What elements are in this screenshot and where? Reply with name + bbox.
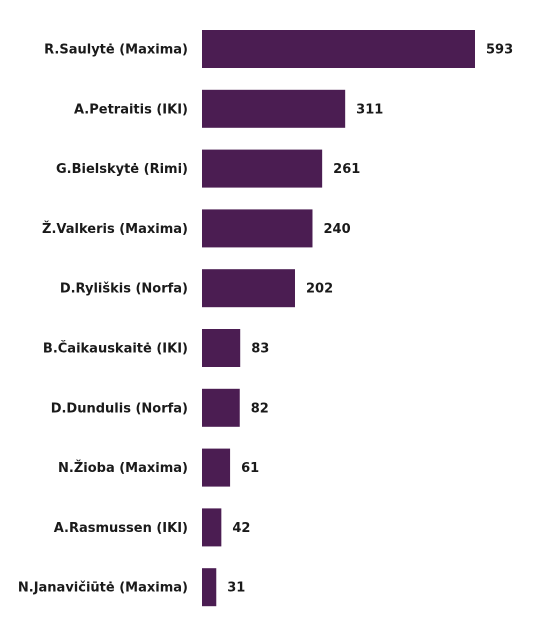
category-label: G.Bielskytė (Rimi) [56, 162, 188, 177]
value-label: 593 [486, 43, 513, 58]
value-label: 202 [306, 282, 333, 297]
bar-row: D.Ryliškis (Norfa) 202 [60, 269, 333, 308]
category-label: R.Saulytė (Maxima) [44, 43, 188, 58]
value-label: 61 [241, 461, 259, 476]
bar [202, 89, 346, 128]
bar [202, 388, 240, 427]
value-label: 240 [323, 222, 350, 237]
bar-row: N.Janavičiūtė (Maxima) 31 [18, 568, 245, 607]
bar [202, 269, 295, 308]
bar [202, 329, 241, 367]
bar [202, 568, 217, 607]
category-label: B.Čaikauskaitė (IKI) [43, 341, 188, 357]
bar [202, 149, 323, 188]
value-label: 83 [251, 342, 269, 357]
bar-row: G.Bielskytė (Rimi) 261 [56, 149, 360, 188]
value-label: 31 [227, 581, 245, 596]
category-label: Ž.Valkeris (Maxima) [42, 221, 188, 237]
category-label: N.Janavičiūtė (Maxima) [18, 581, 188, 596]
bar [202, 508, 222, 547]
value-label: 311 [356, 102, 383, 117]
category-label: D.Dundulis (Norfa) [51, 401, 188, 416]
bar [202, 209, 313, 248]
bar-row: A.Petraitis (IKI) 311 [74, 89, 383, 128]
value-label: 261 [333, 162, 360, 177]
bar-row: Ž.Valkeris (Maxima) 240 [42, 209, 351, 248]
category-label: A.Petraitis (IKI) [74, 102, 188, 117]
category-label: N.Žioba (Maxima) [58, 460, 188, 476]
category-label: D.Ryliškis (Norfa) [60, 282, 188, 297]
bar-row: B.Čaikauskaitė (IKI) 83 [43, 329, 269, 367]
value-label: 82 [251, 401, 269, 416]
bar-row: A.Rasmussen (IKI) 42 [54, 508, 250, 547]
bar-row: N.Žioba (Maxima) 61 [58, 448, 259, 487]
bar [202, 30, 475, 68]
bar [202, 448, 231, 487]
bar-row: R.Saulytė (Maxima) 593 [44, 30, 513, 68]
value-label: 42 [232, 521, 250, 536]
category-label: A.Rasmussen (IKI) [54, 521, 188, 536]
bar-row: D.Dundulis (Norfa) 82 [51, 388, 269, 427]
